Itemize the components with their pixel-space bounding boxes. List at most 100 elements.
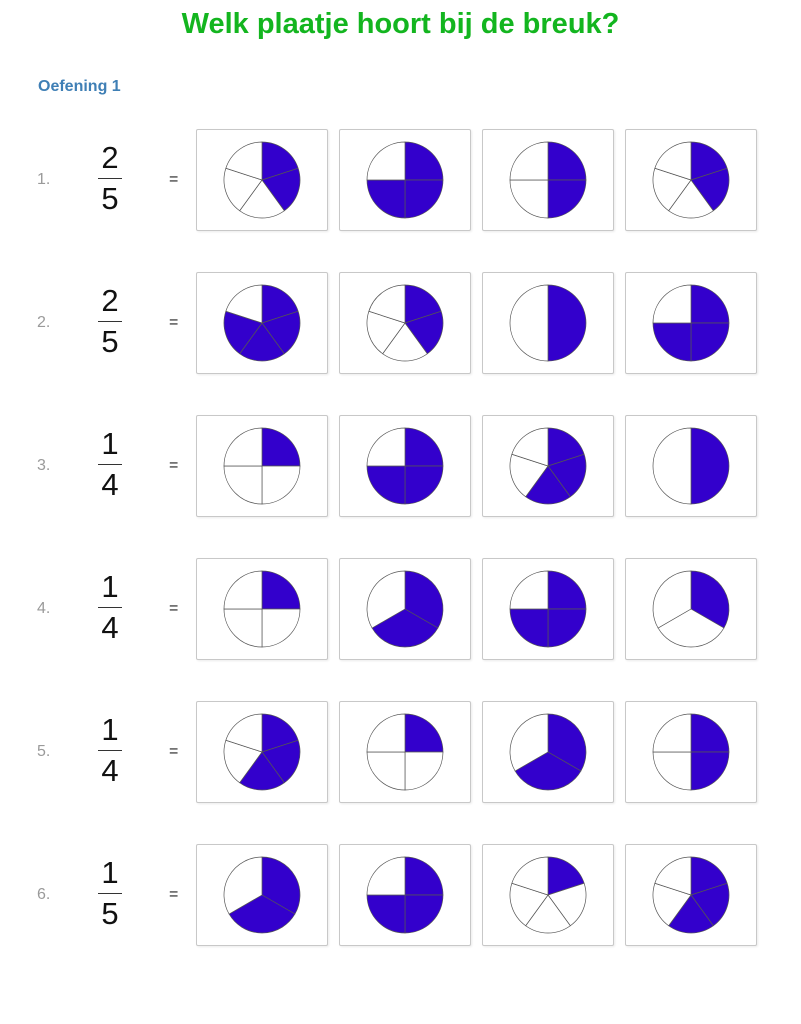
fraction-pie-icon [366,427,444,505]
exercise-row: 2. 2 5 = [0,272,801,382]
pie-slice-empty [509,570,549,610]
pie-slice-filled [690,570,730,629]
exercise-row: 5. 1 4 = [0,701,801,811]
pie-slice-filled [690,751,730,791]
answer-option-3[interactable] [482,558,614,660]
fraction-pie-icon [223,141,301,219]
pie-slice-filled [261,310,301,355]
pie-slice-filled [547,856,585,896]
pie-slice-filled [239,322,285,362]
answer-option-3[interactable] [482,844,614,946]
answer-option-3[interactable] [482,701,614,803]
fraction-pie-icon [509,284,587,362]
pie-slice-filled [261,570,301,610]
answer-option-4[interactable] [625,129,757,231]
fraction-bar [98,750,122,751]
fraction-denominator: 4 [101,610,119,645]
answer-option-1[interactable] [196,701,328,803]
fraction-bar [98,607,122,608]
pie-slice-empty [404,751,444,791]
fraction-pie-icon [652,713,730,791]
fraction-denominator: 5 [101,324,119,359]
pie-slice-filled [547,570,587,610]
fraction-pie-icon [652,570,730,648]
exercise-row: 3. 1 4 = [0,415,801,525]
pie-slice-empty [366,427,406,467]
answer-option-3[interactable] [482,129,614,231]
answer-option-1[interactable] [196,415,328,517]
pie-slice-filled [547,427,585,467]
pie-slice-filled [690,427,730,505]
fraction-bar [98,464,122,465]
pie-slice-filled [223,310,263,355]
pie-slice-empty [509,284,549,362]
pie-slice-empty [366,856,406,896]
answer-option-2[interactable] [339,701,471,803]
pie-slice-empty [225,713,263,753]
answer-option-4[interactable] [625,272,757,374]
pie-slice-filled [404,570,444,629]
pie-slice-empty [225,284,263,324]
pie-slice-filled [652,322,692,362]
fraction-pie-icon [509,141,587,219]
equals-sign: = [169,886,179,903]
pie-slice-filled [547,608,587,648]
pie-slice-filled [547,141,587,181]
answer-option-1[interactable] [196,272,328,374]
fraction-numerator: 2 [101,283,119,318]
answer-option-2[interactable] [339,844,471,946]
fraction-denominator: 5 [101,181,119,216]
answer-option-2[interactable] [339,272,471,374]
pie-slice-filled [547,713,587,772]
answer-option-4[interactable] [625,558,757,660]
pie-slice-filled [509,608,549,648]
fraction-bar [98,893,122,894]
pie-slice-empty [509,713,549,772]
fraction-numerator: 2 [101,140,119,175]
answer-option-1[interactable] [196,844,328,946]
answer-option-4[interactable] [625,415,757,517]
pie-slice-empty [366,310,406,355]
answer-option-3[interactable] [482,272,614,374]
pie-slice-filled [690,284,730,324]
pie-slice-filled [261,167,301,212]
pie-slice-filled [547,179,587,219]
pie-slice-filled [261,739,301,784]
pie-slice-empty [668,179,714,219]
exercise-row: 6. 1 5 = [0,844,801,954]
pie-slice-filled [690,882,730,927]
answer-option-1[interactable] [196,129,328,231]
pie-slice-empty [366,713,406,753]
equals-sign: = [169,314,179,331]
answer-option-2[interactable] [339,129,471,231]
pie-slice-empty [223,167,263,212]
pie-slice-empty [652,882,692,927]
section-heading: Oefening 1 [38,78,121,95]
pie-slice-empty [382,322,428,362]
pie-slice-filled [525,465,571,505]
answer-option-4[interactable] [625,844,757,946]
pie-slice-filled [404,310,444,355]
fraction-pie-icon [223,284,301,362]
answer-option-2[interactable] [339,415,471,517]
pie-slice-empty [366,141,406,181]
fraction-pie-icon [366,856,444,934]
answer-option-3[interactable] [482,415,614,517]
pie-slice-filled [366,465,406,505]
answer-option-4[interactable] [625,701,757,803]
pie-slice-filled [404,894,444,934]
pie-slice-empty [652,570,692,629]
pie-slice-empty [652,427,692,505]
exercise-row: 4. 1 4 = [0,558,801,668]
pie-slice-filled [404,284,442,324]
pie-slice-empty [261,465,301,505]
answer-option-1[interactable] [196,558,328,660]
pie-slice-filled [690,167,730,212]
answer-option-2[interactable] [339,558,471,660]
pie-slice-empty [509,453,549,498]
pie-slice-filled [404,179,444,219]
